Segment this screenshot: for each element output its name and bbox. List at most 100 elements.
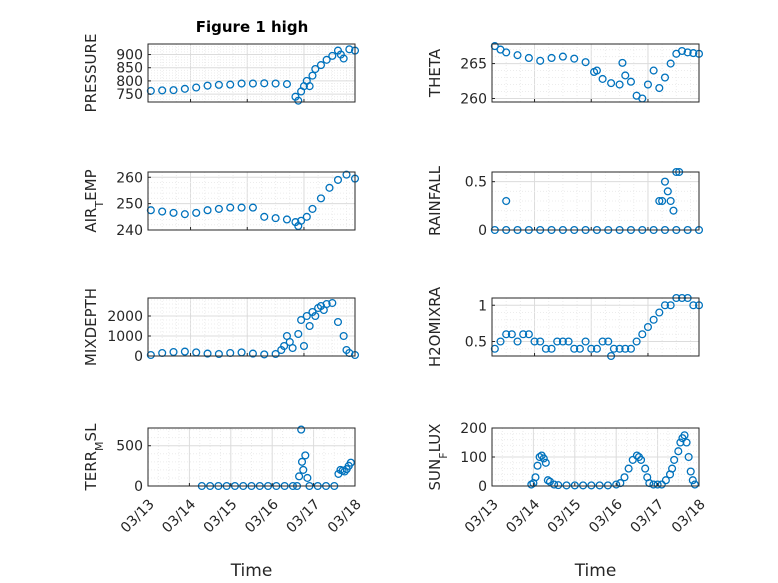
data-point xyxy=(299,341,309,351)
y-tick-label: 200 xyxy=(460,421,487,437)
data-point xyxy=(668,464,677,473)
data-point xyxy=(524,330,533,339)
axes-box xyxy=(491,171,700,231)
x-tick-label: 03/14 xyxy=(503,496,543,536)
data-point xyxy=(146,206,155,215)
data-point xyxy=(553,337,562,346)
data-point xyxy=(536,56,545,65)
data-point xyxy=(539,454,548,463)
data-point xyxy=(615,344,624,353)
data-point xyxy=(653,480,662,489)
y-tick-label: 240 xyxy=(116,223,143,239)
data-point xyxy=(214,204,223,213)
data-point xyxy=(661,476,670,485)
data-point xyxy=(688,476,697,485)
axes-box xyxy=(491,43,700,103)
y-tick-label: 750 xyxy=(116,87,143,103)
subplot-rainfall: 0 0.5 RAINFALL xyxy=(426,165,704,239)
data-point xyxy=(612,480,621,489)
data-point xyxy=(683,48,692,57)
data-point xyxy=(169,208,178,217)
data-point xyxy=(342,170,351,179)
y-tick-label: 250 xyxy=(116,197,143,213)
data-point xyxy=(322,55,331,64)
data-point xyxy=(638,330,647,339)
data-point xyxy=(203,81,212,90)
data-point xyxy=(299,465,308,474)
data-point xyxy=(260,79,269,88)
data-point xyxy=(271,349,280,359)
x-tick-label: 03/17 xyxy=(284,496,324,536)
data-point xyxy=(587,481,596,490)
data-point xyxy=(530,337,539,346)
data-point xyxy=(203,349,212,358)
data-point xyxy=(581,58,590,67)
y-axis-label: THETA xyxy=(426,48,444,98)
y-tick-label: 260 xyxy=(116,170,143,186)
data-point xyxy=(666,59,675,68)
data-point xyxy=(541,458,550,467)
plot-area xyxy=(148,44,355,102)
data-point xyxy=(636,455,646,464)
x-tick-label: 03/13 xyxy=(118,496,158,536)
data-point xyxy=(295,472,304,481)
axes-box xyxy=(147,43,356,103)
data-point xyxy=(248,79,257,88)
x-tick-label: 03/17 xyxy=(628,496,668,536)
x-tick-label: 03/16 xyxy=(242,496,282,536)
plot-area xyxy=(492,298,699,356)
data-point xyxy=(689,49,698,58)
data-point xyxy=(643,322,653,332)
data-point xyxy=(543,476,552,485)
data-point xyxy=(581,337,590,346)
data-point xyxy=(294,96,303,105)
data-point xyxy=(620,473,629,482)
data-point xyxy=(657,480,666,489)
data-point xyxy=(660,301,670,310)
data-point xyxy=(527,480,536,489)
y-axis-label: TERRMSL xyxy=(82,423,106,492)
data-point xyxy=(595,481,604,490)
x-tick-label: 03/18 xyxy=(325,496,365,536)
data-point xyxy=(649,66,658,75)
data-point xyxy=(579,481,588,490)
data-point xyxy=(603,481,612,490)
data-point xyxy=(301,451,310,460)
data-point xyxy=(490,42,499,51)
y-axis-label: SUNFLUX xyxy=(426,424,450,491)
data-point xyxy=(169,347,178,357)
data-point xyxy=(280,341,289,351)
data-point xyxy=(660,177,670,186)
x-tick-label: 03/18 xyxy=(669,496,709,536)
axes-box xyxy=(147,427,356,487)
data-point xyxy=(192,208,201,217)
data-point xyxy=(237,79,246,88)
y-tick-label: 0 xyxy=(134,479,143,495)
data-point xyxy=(663,187,672,196)
y-axis-label: MIXDEPTH xyxy=(82,288,100,366)
data-point xyxy=(682,438,691,447)
data-point xyxy=(328,298,337,308)
data-point xyxy=(248,203,257,212)
data-point xyxy=(294,329,303,339)
data-point xyxy=(531,473,540,482)
x-axis-label: Time xyxy=(230,561,273,581)
data-point xyxy=(260,212,269,221)
data-point xyxy=(203,206,212,215)
series-markers xyxy=(490,293,704,361)
data-point xyxy=(626,344,635,353)
data-point xyxy=(339,54,348,63)
y-axis-label: AIRTEMP xyxy=(82,169,106,232)
y-tick-label: 0 xyxy=(134,349,143,365)
data-point xyxy=(158,86,167,95)
data-point xyxy=(547,53,556,63)
data-point xyxy=(592,344,601,353)
axes-box xyxy=(491,297,700,357)
data-point xyxy=(621,344,630,353)
data-point xyxy=(558,337,567,346)
data-point xyxy=(592,66,601,75)
data-point xyxy=(303,473,312,482)
data-point xyxy=(674,447,683,456)
y-axis-label: PRESSURE xyxy=(82,34,100,113)
data-point xyxy=(316,194,326,203)
